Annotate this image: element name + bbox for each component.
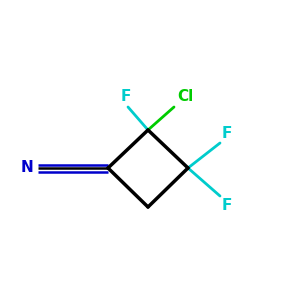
Text: N: N (20, 160, 33, 175)
Text: F: F (222, 198, 232, 213)
Text: F: F (121, 89, 131, 104)
Text: Cl: Cl (177, 89, 193, 104)
Text: F: F (222, 126, 232, 141)
